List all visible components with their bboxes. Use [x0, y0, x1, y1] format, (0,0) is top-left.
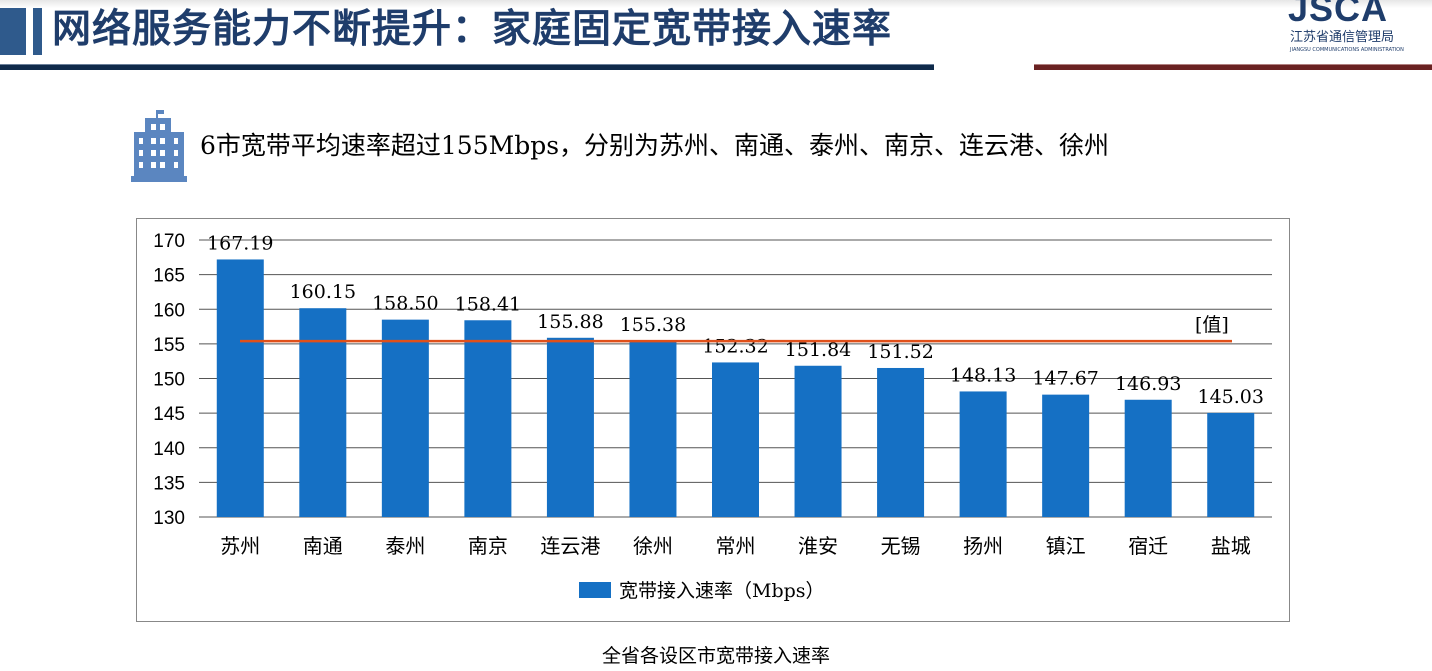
y-tick-label: 165	[153, 266, 185, 287]
value-label: 158.41	[455, 293, 521, 315]
bar	[794, 365, 842, 517]
value-label: 146.93	[1115, 373, 1181, 395]
value-label: 152.32	[702, 335, 768, 357]
x-tick-label: 连云港	[540, 534, 600, 558]
subtitle: 6市宽带平均速率超过155Mbps，分别为苏州、南通、泰州、南京、连云港、徐州	[200, 131, 1110, 160]
y-tick-label: 130	[153, 508, 185, 529]
bar	[712, 362, 759, 517]
bar	[464, 320, 512, 517]
building-icon	[131, 110, 187, 182]
y-tick-label: 145	[153, 404, 185, 425]
x-tick-label: 南京	[468, 534, 508, 558]
x-tick-label: 镇江	[1046, 534, 1086, 558]
x-tick-label: 常州	[716, 534, 756, 558]
bar	[1124, 399, 1172, 517]
divider	[1034, 64, 1432, 70]
y-tick-label: 155	[153, 335, 185, 356]
bar	[959, 391, 1007, 517]
logo-cn: 江苏省通信管理局	[1290, 30, 1395, 45]
divider	[0, 64, 934, 70]
chart-frame	[136, 218, 1290, 622]
logo-en: JIANGSU COMMUNICATIONS ADMINISTRATION	[1290, 47, 1404, 53]
y-tick-label: 150	[153, 370, 185, 391]
value-label: 148.13	[950, 364, 1016, 386]
x-tick-label: 苏州	[220, 534, 260, 558]
bar	[216, 259, 264, 517]
x-tick-label: 无锡	[881, 534, 921, 558]
bar	[1042, 394, 1090, 517]
bar	[546, 337, 594, 517]
value-label: 151.52	[867, 341, 933, 363]
x-tick-label: 南通	[303, 534, 343, 558]
bar	[381, 319, 429, 517]
value-label: 155.88	[537, 311, 603, 333]
chart-caption: 全省各设区市宽带接入速率	[601, 645, 830, 667]
legend-swatch	[579, 582, 611, 598]
value-label: 145.03	[1197, 386, 1263, 408]
bar	[299, 308, 347, 517]
title-accent	[0, 8, 26, 55]
value-label: 167.19	[207, 232, 273, 254]
x-tick-label: 泰州	[385, 534, 425, 558]
x-tick-label: 盐城	[1211, 534, 1251, 558]
legend-label: 宽带接入速率（Mbps）	[619, 580, 825, 602]
title-accent	[33, 8, 42, 55]
bar	[629, 341, 677, 517]
reference-line-label: [值]	[1195, 314, 1229, 336]
x-tick-label: 淮安	[798, 534, 838, 558]
y-tick-label: 140	[153, 439, 185, 460]
bar	[877, 367, 925, 517]
value-label: 155.38	[620, 314, 686, 336]
value-label: 147.67	[1032, 368, 1098, 390]
value-label: 160.15	[290, 281, 356, 303]
y-tick-label: 160	[153, 300, 185, 321]
x-tick-label: 徐州	[633, 534, 673, 558]
value-label: 158.50	[372, 293, 438, 315]
page-title: 网络服务能力不断提升：家庭固定宽带接入速率	[52, 7, 893, 52]
y-tick-label: 170	[153, 231, 185, 252]
logo: JSCA	[1288, 0, 1389, 29]
bar	[1207, 412, 1255, 517]
x-tick-label: 扬州	[963, 534, 1003, 558]
x-tick-label: 宿迁	[1128, 534, 1168, 558]
top-gradient	[0, 0, 1432, 8]
y-tick-label: 135	[153, 473, 185, 494]
value-label: 151.84	[785, 339, 851, 361]
